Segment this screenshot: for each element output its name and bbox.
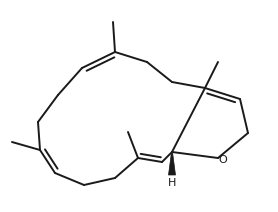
- Text: H: H: [168, 178, 176, 188]
- Polygon shape: [168, 152, 175, 175]
- Text: O: O: [219, 155, 227, 165]
